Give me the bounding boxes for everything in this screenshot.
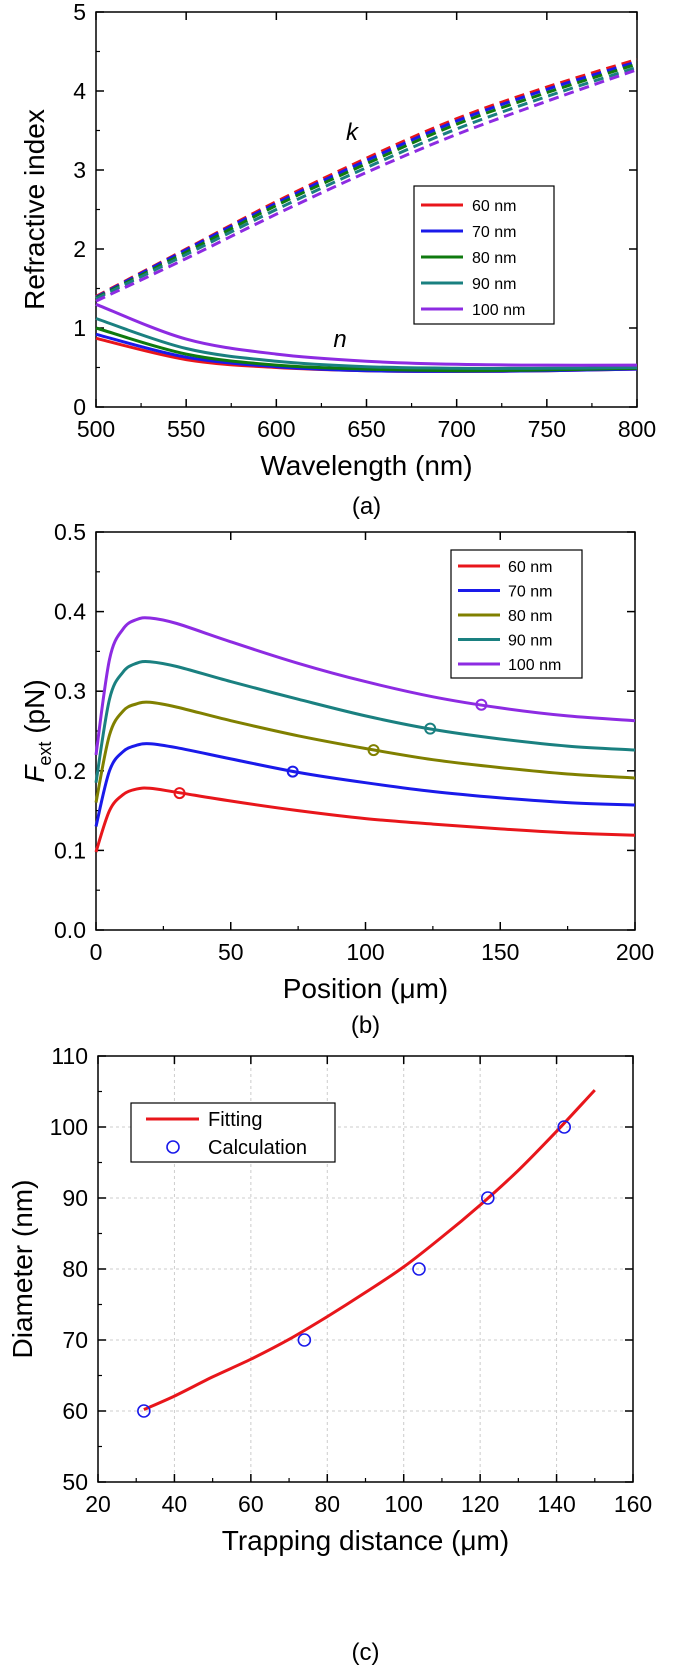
y-tick-label: 50 [62, 1469, 88, 1495]
x-axis-title: Wavelength (nm) [260, 450, 472, 481]
panel-c: 20 40 60 80 100 120 140 160 50 60 70 80 90 100 110 Trap… [7, 1043, 652, 1666]
x-axis-title: Position (μm) [283, 973, 449, 1004]
series-n-line-90-nm [95, 317, 638, 370]
panel-a: 500 550 600 650 700 750 800 0 1 2 3 4 5 Wavelength (n… [19, 0, 656, 520]
legend-label: 90 nm [508, 633, 552, 650]
x-tick-label: 60 [238, 1491, 264, 1517]
panel-b: 0 50 100 150 200 0.0 0.1 0.2 0.3 0.4 0.5 Position (… [19, 519, 654, 1039]
legend-label: 60 nm [472, 198, 516, 215]
y-axis-title: Refractive index [19, 109, 50, 310]
annotation-k: k [346, 119, 360, 146]
legend-label: 100 nm [508, 657, 561, 674]
trap-marker-100-nm [475, 698, 488, 711]
annotation-n: n [333, 326, 346, 353]
x-tick-label: 20 [85, 1491, 111, 1517]
plot-frame [95, 11, 638, 408]
legend: Fitting Calculation [130, 1102, 336, 1163]
x-tick-label: 0 [90, 939, 103, 965]
x-tick-label: 50 [218, 939, 244, 965]
y-axis-title-rest: (pN) [19, 679, 50, 741]
trap-marker-60-nm [173, 787, 186, 800]
x-tick-label: 160 [614, 1491, 652, 1517]
y-tick-label: 0.5 [54, 519, 86, 545]
series-k-line-90-nm [95, 65, 638, 301]
series-line-60-nm [94, 786, 636, 853]
panel-label: (c) [352, 1639, 380, 1666]
trap-marker-80-nm [367, 744, 380, 757]
x-tick-label: 500 [77, 416, 115, 442]
series-line-80-nm [94, 700, 636, 803]
y-tick-label: 60 [62, 1398, 88, 1424]
x-tick-label: 550 [167, 416, 205, 442]
y-tick-label: 4 [73, 78, 86, 104]
y-tick-label: 5 [73, 0, 86, 25]
series-line-70-nm [94, 742, 636, 827]
calculation-point [480, 1191, 495, 1205]
legend-label-calculation: Calculation [208, 1137, 307, 1159]
x-tick-label: 650 [347, 416, 385, 442]
series-n-line-100-nm [95, 302, 638, 367]
y-tick-label: 0.3 [54, 678, 86, 704]
y-tick-label: 110 [51, 1043, 88, 1069]
legend-label: 80 nm [508, 608, 552, 625]
calculation-point [137, 1404, 151, 1418]
legend-label: 60 nm [508, 559, 552, 576]
x-tick-label: 40 [162, 1491, 188, 1517]
y-tick-label: 1 [73, 315, 86, 341]
series-k-line-70-nm [95, 60, 638, 299]
y-axis-title-sub: ext [35, 742, 55, 766]
x-tick-label: 120 [461, 1491, 499, 1517]
x-tick-label: 100 [385, 1491, 423, 1517]
series-k-line-100-nm [95, 68, 638, 303]
y-axis-title: Fext (pN) [19, 679, 55, 782]
fitting-line [143, 1089, 596, 1411]
x-tick-label: 80 [314, 1491, 340, 1517]
x-tick-label: 100 [346, 939, 384, 965]
legend-label: 70 nm [508, 584, 552, 601]
trap-marker-70-nm [286, 765, 299, 778]
trap-marker-90-nm [424, 722, 437, 735]
legend-label: 70 nm [472, 224, 516, 241]
series-line-100-nm [94, 616, 636, 756]
y-tick-label: 0 [73, 394, 86, 420]
legend-box [413, 185, 555, 325]
series-n-line-80-nm [95, 326, 638, 373]
y-tick-label: 3 [73, 157, 86, 183]
calculation-point [297, 1333, 312, 1347]
y-tick-label: 2 [73, 236, 86, 262]
y-tick-label: 0.2 [54, 758, 86, 784]
panel-label: (b) [351, 1012, 380, 1039]
x-axis-title: Trapping distance (μm) [222, 1525, 509, 1556]
panel-label: (a) [352, 493, 381, 520]
legend-swatch-calculation [166, 1140, 180, 1154]
y-tick-label: 0.4 [54, 599, 86, 625]
legend-label: 80 nm [472, 250, 516, 267]
x-tick-label: 800 [618, 416, 656, 442]
x-tick-label: 150 [481, 939, 519, 965]
y-tick-label: 90 [62, 1185, 88, 1211]
legend-label-fitting: Fitting [208, 1109, 262, 1131]
y-axis-title-main: F [19, 764, 50, 783]
calculation-point [412, 1262, 426, 1276]
y-tick-label: 80 [62, 1256, 88, 1282]
y-tick-label: 100 [50, 1114, 88, 1140]
x-tick-label: 700 [437, 416, 475, 442]
y-axis-title: Diameter (nm) [7, 1180, 38, 1359]
y-tick-label: 70 [62, 1327, 88, 1353]
series-k-line-80-nm [95, 62, 638, 300]
calculation-point [557, 1120, 572, 1134]
x-tick-label: 600 [257, 416, 295, 442]
y-tick-label: 0.1 [54, 837, 86, 863]
legend: 60 nm 70 nm 80 nm 90 nm 100 nm [413, 185, 555, 325]
x-tick-label: 200 [616, 939, 654, 965]
x-tick-label: 750 [528, 416, 566, 442]
x-tick-label: 140 [537, 1491, 575, 1517]
legend: 60 nm 70 nm 80 nm 90 nm 100 nm [450, 549, 583, 679]
legend-label: 90 nm [472, 276, 516, 293]
y-tick-label: 0.0 [54, 917, 86, 943]
legend-box [130, 1102, 336, 1163]
series-line-90-nm [94, 660, 636, 783]
legend-label: 100 nm [472, 302, 525, 319]
